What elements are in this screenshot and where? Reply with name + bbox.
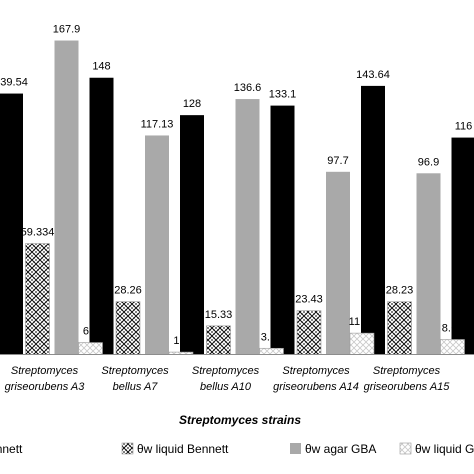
data-label: 128 (183, 98, 201, 110)
bar-w-agar-bennett-3 (270, 105, 295, 355)
data-label: 117.13 (141, 118, 174, 130)
legend-label: θw liquid Bennett (137, 442, 229, 456)
legend-swatch-w-agar-gba (290, 443, 301, 454)
bar-w-liquid-bennett-1 (115, 301, 141, 355)
bar-w-agar-gba-3 (326, 171, 350, 355)
bar-w-liquid-gba-3 (349, 332, 375, 355)
bar-w-liquid-bennett-2 (206, 325, 231, 355)
bar-w-liquid-gba-4 (440, 339, 465, 355)
bar-w-liquid-bennett-3 (296, 310, 322, 355)
x-tick-label: griseorubens A15 (364, 381, 451, 393)
x-tick-label: Streptomyces (282, 365, 350, 377)
bar-w-agar-bennett-1 (89, 77, 114, 355)
bar-w-liquid-gba-0 (78, 342, 103, 355)
bar-w-agar-bennett-2 (180, 115, 204, 355)
x-tick-label: griseorubens A14 (273, 381, 359, 393)
x-tick-label: bellus A10 (200, 381, 252, 393)
data-label: 116 (455, 121, 473, 133)
legend-label: θw liquid GBA (415, 442, 474, 456)
bar-w-agar-gba-4 (416, 173, 441, 355)
bar-w-liquid-gba-2 (259, 347, 284, 355)
bar-w-liquid-bennett-0 (25, 243, 50, 355)
legend-swatch-w-liquid-gba (399, 442, 412, 455)
x-tick-label: griseorubens A3 (5, 381, 86, 393)
data-label: 28.23 (386, 285, 414, 297)
bar-w-agar-gba-1 (145, 135, 169, 355)
x-tick-label: Streptomyces (11, 365, 79, 377)
bar-w-agar-gba-0 (54, 40, 79, 355)
data-label: 143.64 (356, 69, 390, 81)
data-label: 133.1 (269, 89, 297, 101)
data-label: 97.7 (327, 155, 348, 167)
data-label: 1.3 (173, 335, 188, 347)
bar-w-agar-gba-2 (235, 99, 260, 355)
x-axis-title: Streptomyces strains (179, 413, 301, 427)
data-label: 15.33 (205, 309, 233, 321)
data-label: 6.4 (83, 326, 98, 338)
legend-swatch-w-liquid-bennett (121, 442, 134, 455)
x-axis: Streptomyces griseorubens A3 Streptomyces b… (0, 354, 474, 427)
data-label: 3.33 (261, 331, 282, 343)
data-label: 28.26 (114, 285, 142, 297)
data-label: 136.6 (234, 82, 262, 94)
x-tick-label: bellus A7 (113, 381, 159, 393)
data-label: 139.54 (0, 77, 28, 89)
legend-label: θw agar GBA (305, 442, 376, 456)
data-label: 148 (92, 61, 110, 73)
bar-w-agar-bennett-0 (0, 93, 23, 355)
data-label: 11.43 (349, 316, 376, 328)
data-label: 167.9 (53, 24, 81, 36)
x-tick-label: Streptomyces (101, 365, 169, 377)
bar-w-agar-bennett-4 (361, 85, 385, 355)
data-label: 8.03 (442, 322, 463, 334)
data-label: 96.9 (418, 156, 439, 168)
plot-area: 139.54 148 128 133.1 143.64 116 59.334 28.26 15.… (0, 24, 474, 355)
x-tick-label: Streptomyces (373, 365, 441, 377)
x-tick-label: Streptomyces (192, 365, 260, 377)
bar-w-liquid-bennett-4 (387, 301, 412, 355)
data-label: 59.334 (21, 227, 55, 239)
legend-label: θw agar Bennett (0, 442, 23, 456)
data-label: 23.43 (295, 294, 323, 306)
legend: θw agar Bennett θw liquid Bennett θw agar … (0, 442, 474, 456)
bar-w-agar-bennett-5 (451, 137, 474, 355)
